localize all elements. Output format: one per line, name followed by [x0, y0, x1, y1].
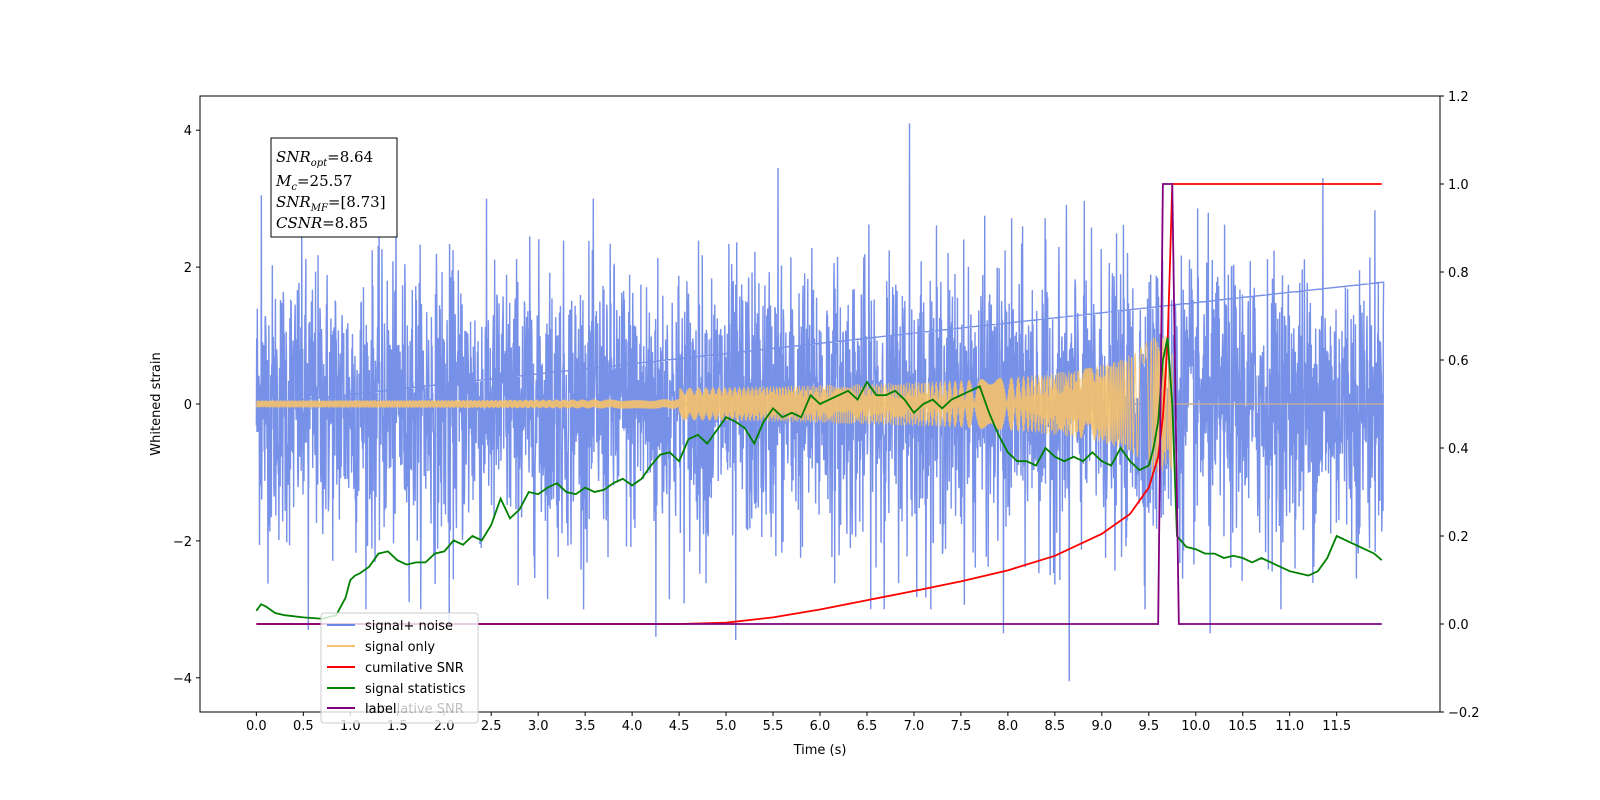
- snr-mf-value: =[8.73]: [328, 193, 386, 211]
- x-tick-label: 10.0: [1181, 719, 1210, 734]
- x-tick-label: 11.5: [1322, 719, 1351, 734]
- legend-box: [320, 612, 479, 724]
- csnr-value: =8.85: [322, 214, 368, 232]
- legend-entry-signal-statistics: signal statistics: [327, 682, 466, 697]
- y-right-tick-label: 0.2: [1448, 530, 1469, 545]
- legend-label-signal-only: signal only: [365, 640, 435, 655]
- snr-mf-text: SNRMF=[8.73]: [276, 193, 386, 214]
- snr-opt-text: SNRopt=8.64: [276, 148, 373, 169]
- snr-opt-value: =8.64: [327, 148, 373, 166]
- snr-annotation: SNRopt=8.64 Mc=25.57 SNRMF=[8.73] CSNR=8…: [270, 137, 398, 238]
- y-left-tick-label: 0: [184, 398, 192, 413]
- legend: cumilative SNR signal+ noise signal only…: [320, 612, 479, 724]
- x-tick-label: 0.5: [293, 719, 314, 734]
- y-left-tick-label: 2: [184, 261, 192, 276]
- legend-entry-signal-only: signal only: [327, 640, 435, 655]
- x-tick-label: 9.5: [1138, 719, 1159, 734]
- x-tick-label: 6.5: [857, 719, 878, 734]
- snr-opt-name: SNR: [276, 148, 311, 166]
- y-right-tick-label: 0.6: [1448, 354, 1469, 369]
- legend-label-cumulative-snr: cumilative SNR: [365, 661, 464, 676]
- y-right-tick-label: 0.8: [1448, 266, 1469, 281]
- x-tick-label: 10.5: [1228, 719, 1257, 734]
- x-tick-label: 5.5: [763, 719, 784, 734]
- y-right-tick-label: 0.4: [1448, 442, 1469, 457]
- y-right-tick-label: 0.0: [1448, 618, 1469, 633]
- y-right-tick-label: −0.2: [1448, 706, 1480, 721]
- series-signal-only: [255, 336, 1384, 473]
- series-cumulative-snr: [256, 183, 1382, 625]
- x-tick-label: 5.0: [716, 719, 737, 734]
- series-signal-statistics: [255, 337, 1383, 620]
- x-tick-label: 8.0: [998, 719, 1019, 734]
- mc-name: M: [275, 172, 292, 190]
- x-tick-label: 9.0: [1091, 719, 1112, 734]
- y-left-tick-label: 4: [184, 124, 192, 139]
- legend-entry-cumulative-snr: cumilative SNR: [327, 661, 464, 676]
- x-tick-label: 4.0: [622, 719, 643, 734]
- x-tick-label: 3.0: [528, 719, 549, 734]
- series-label: [256, 183, 1382, 625]
- snr-opt-sub: opt: [311, 158, 328, 169]
- mc-value: =25.57: [297, 172, 353, 190]
- x-tick-label: 7.5: [951, 719, 972, 734]
- legend-entry-label: label: [327, 702, 396, 717]
- legend-entry-signal-noise: signal+ noise: [327, 619, 453, 634]
- snr-mf-name: SNR: [276, 193, 311, 211]
- y-left-axis-ticks: −4 −2 0 2 4: [173, 124, 200, 687]
- y-left-tick-label: −4: [173, 672, 192, 687]
- x-tick-label: 6.0: [810, 719, 831, 734]
- y-axis-label: Whitened strain: [149, 352, 164, 455]
- series-signal-noise: [255, 123, 1385, 682]
- legend-label-signal-statistics: signal statistics: [365, 682, 466, 697]
- x-tick-label: 2.5: [481, 719, 502, 734]
- csnr-text: CSNR=8.85: [276, 214, 368, 232]
- y-right-axis-ticks: −0.2 0.0 0.2 0.4 0.6 0.8 1.0 1.2: [1440, 90, 1480, 721]
- x-tick-label: 3.5: [575, 719, 596, 734]
- snr-mf-sub: MF: [310, 203, 329, 214]
- legend-label-signal-noise: signal+ noise: [365, 619, 453, 634]
- x-tick-label: 7.0: [904, 719, 925, 734]
- mc-sub: c: [291, 182, 297, 193]
- plot-layer: [255, 123, 1385, 682]
- mc-text: Mc=25.57: [275, 172, 352, 193]
- x-tick-label: 8.5: [1045, 719, 1066, 734]
- x-axis-label: Time (s): [793, 743, 847, 758]
- x-tick-label: 0.0: [246, 719, 267, 734]
- x-axis-ticks: 0.0 0.5 1.0 1.5 2.0 2.5 3.0 3.5 4.0 4.5 5.0 5.5 6.0 6…: [246, 712, 1351, 734]
- y-right-tick-label: 1.2: [1448, 90, 1469, 105]
- x-tick-label: 11.0: [1275, 719, 1304, 734]
- csnr-name: CSNR: [276, 214, 322, 232]
- x-tick-label: 4.5: [669, 719, 690, 734]
- y-right-tick-label: 1.0: [1448, 178, 1469, 193]
- legend-label-label: label: [365, 702, 396, 717]
- legend-overlap-text: cumilative SNR: [365, 702, 464, 717]
- snr-annotation-box: [270, 137, 398, 238]
- y-left-tick-label: −2: [173, 535, 192, 550]
